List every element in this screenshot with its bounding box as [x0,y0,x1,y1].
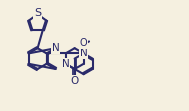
Text: N: N [80,48,88,58]
Text: O: O [70,76,79,86]
Text: O: O [80,38,88,48]
Text: S: S [34,8,41,18]
Text: N: N [52,43,60,53]
Text: N: N [62,59,70,69]
